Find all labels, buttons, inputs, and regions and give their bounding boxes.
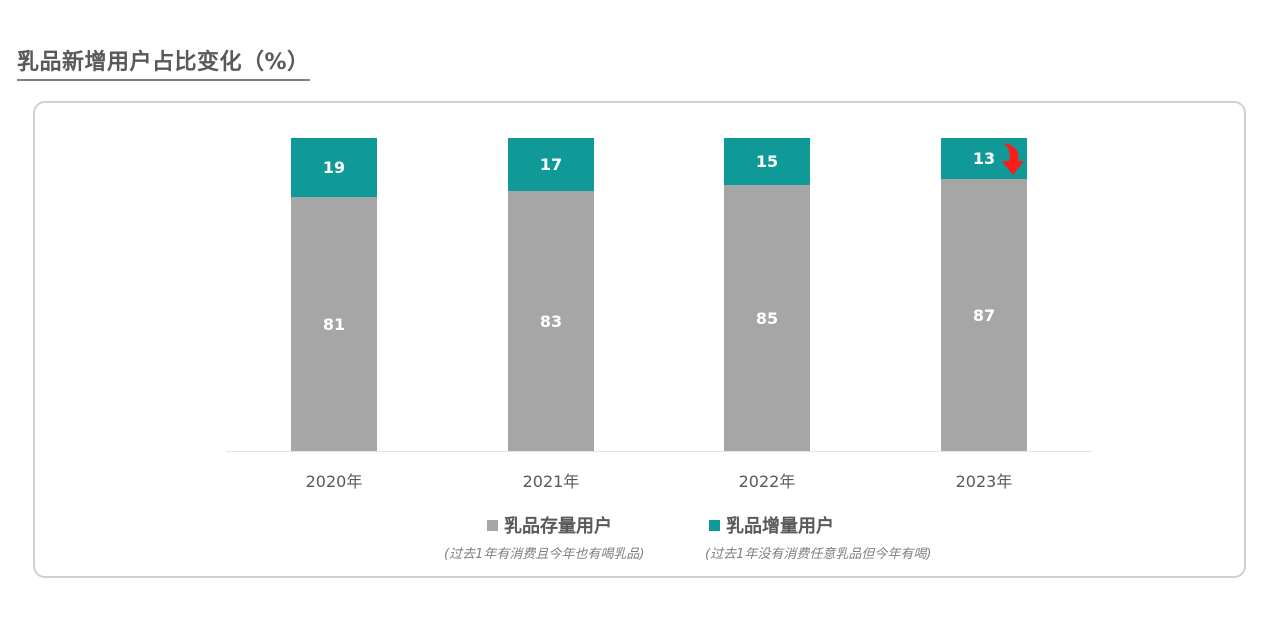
page-title: 乳品新增用户占比变化（%） — [17, 50, 310, 81]
chart-card — [33, 101, 1246, 578]
